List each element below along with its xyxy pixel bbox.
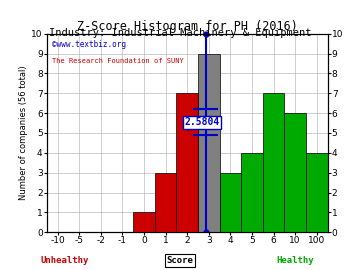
- Text: Unhealthy: Unhealthy: [41, 256, 89, 265]
- Bar: [306, 153, 328, 232]
- Y-axis label: Number of companies (56 total): Number of companies (56 total): [19, 66, 28, 200]
- Bar: [241, 153, 263, 232]
- Bar: [220, 173, 241, 232]
- Bar: [284, 113, 306, 232]
- Bar: [263, 93, 284, 232]
- Bar: [133, 212, 155, 232]
- Bar: [198, 53, 220, 232]
- Text: ©www.textbiz.org: ©www.textbiz.org: [53, 40, 126, 49]
- Text: Healthy: Healthy: [276, 256, 314, 265]
- Bar: [176, 93, 198, 232]
- Text: 2.5804: 2.5804: [185, 117, 220, 127]
- Text: Score: Score: [167, 256, 193, 265]
- Bar: [155, 173, 176, 232]
- Text: The Research Foundation of SUNY: The Research Foundation of SUNY: [53, 58, 184, 63]
- Text: Industry: Industrial Machinery & Equipment: Industry: Industrial Machinery & Equipme…: [49, 28, 311, 38]
- Title: Z-Score Histogram for PH (2016): Z-Score Histogram for PH (2016): [77, 20, 298, 33]
